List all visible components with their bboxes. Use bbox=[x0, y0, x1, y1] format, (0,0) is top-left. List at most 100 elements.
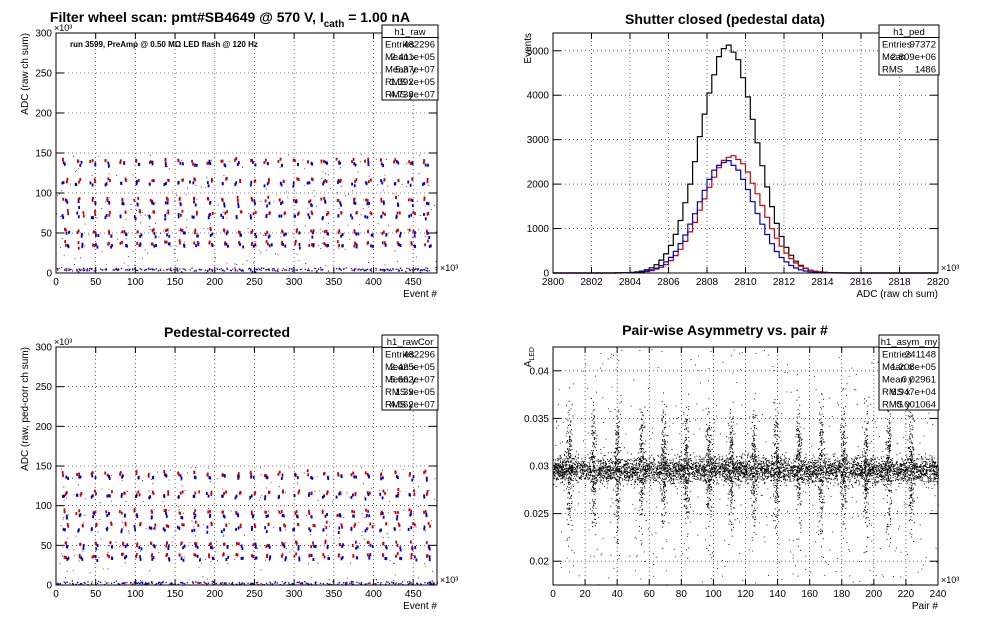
data-point bbox=[593, 469, 595, 471]
data-point bbox=[635, 471, 637, 473]
data-point bbox=[147, 583, 149, 585]
data-point bbox=[732, 473, 734, 475]
data-point bbox=[191, 215, 194, 219]
data-point bbox=[140, 579, 142, 581]
data-point bbox=[355, 243, 358, 247]
data-point bbox=[711, 456, 713, 458]
data-point bbox=[751, 476, 753, 478]
data-point bbox=[351, 270, 353, 272]
data-point bbox=[384, 243, 387, 247]
data-point bbox=[184, 241, 186, 243]
data-point bbox=[849, 481, 851, 483]
data-point bbox=[242, 270, 245, 272]
data-point bbox=[715, 476, 717, 478]
data-point bbox=[760, 464, 762, 466]
data-point bbox=[885, 462, 887, 464]
data-point bbox=[729, 472, 731, 474]
data-point bbox=[621, 466, 623, 468]
data-point bbox=[644, 466, 646, 468]
data-point bbox=[886, 465, 888, 467]
data-point bbox=[713, 467, 715, 469]
data-point bbox=[746, 457, 748, 459]
data-point bbox=[732, 461, 734, 463]
data-point bbox=[107, 582, 109, 584]
data-point bbox=[679, 469, 681, 471]
data-point bbox=[719, 462, 721, 464]
data-point bbox=[603, 475, 605, 477]
data-point bbox=[562, 476, 564, 478]
data-point bbox=[258, 267, 260, 269]
data-point bbox=[759, 468, 761, 470]
data-point bbox=[141, 581, 143, 583]
data-point bbox=[597, 459, 599, 461]
data-point bbox=[631, 460, 633, 462]
data-point bbox=[340, 167, 341, 169]
data-point bbox=[713, 472, 715, 474]
data-point bbox=[116, 174, 118, 176]
data-point bbox=[307, 493, 310, 497]
data-point bbox=[666, 468, 668, 470]
data-point bbox=[648, 468, 650, 470]
data-point bbox=[101, 251, 103, 253]
data-point bbox=[274, 581, 277, 583]
data-point bbox=[381, 231, 384, 235]
data-point bbox=[697, 477, 699, 479]
data-point bbox=[407, 180, 410, 184]
data-point bbox=[370, 212, 373, 216]
data-point bbox=[573, 473, 575, 475]
data-point bbox=[204, 269, 207, 271]
data-point bbox=[901, 457, 903, 459]
data-point bbox=[669, 465, 671, 467]
data-point bbox=[657, 466, 659, 468]
data-point bbox=[395, 494, 398, 498]
data-point bbox=[324, 160, 327, 164]
data-point bbox=[908, 469, 910, 471]
data-point bbox=[931, 466, 933, 468]
chart-title: Filter wheel scan: pmt#SB4649 @ 570 V, I… bbox=[50, 9, 410, 30]
data-point bbox=[136, 230, 139, 234]
data-point bbox=[610, 452, 612, 454]
data-point bbox=[62, 181, 65, 185]
data-point bbox=[124, 513, 126, 517]
data-point bbox=[346, 581, 348, 583]
data-point bbox=[249, 267, 251, 270]
data-point bbox=[92, 230, 95, 234]
data-point bbox=[923, 471, 925, 473]
data-point bbox=[326, 582, 328, 585]
data-point bbox=[241, 556, 244, 560]
data-point bbox=[801, 470, 803, 472]
data-point bbox=[203, 581, 205, 583]
data-point bbox=[568, 467, 570, 469]
data-point bbox=[295, 510, 298, 514]
data-point bbox=[641, 461, 643, 463]
data-point bbox=[766, 467, 768, 469]
data-point bbox=[194, 228, 197, 232]
data-point bbox=[113, 269, 116, 271]
data-point bbox=[234, 263, 236, 265]
data-point bbox=[860, 471, 862, 473]
data-point bbox=[401, 269, 403, 271]
data-point bbox=[735, 456, 737, 458]
data-point bbox=[591, 469, 593, 471]
data-point bbox=[591, 457, 593, 459]
data-point bbox=[828, 466, 830, 468]
data-point bbox=[711, 465, 713, 467]
stats-row-value: 2.411e+05 bbox=[391, 52, 435, 63]
data-point bbox=[428, 555, 431, 559]
data-point bbox=[239, 242, 241, 246]
data-point bbox=[825, 457, 827, 459]
data-point bbox=[757, 478, 759, 480]
data-point bbox=[798, 470, 800, 472]
data-point bbox=[640, 461, 642, 463]
data-point bbox=[354, 180, 357, 184]
data-point bbox=[682, 466, 684, 468]
data-point bbox=[818, 472, 820, 474]
data-point bbox=[124, 161, 126, 163]
data-point bbox=[327, 583, 330, 585]
stats-row-label: RMS x bbox=[385, 387, 414, 398]
data-point bbox=[785, 484, 787, 486]
data-point bbox=[132, 250, 134, 252]
data-point bbox=[627, 463, 629, 465]
data-point bbox=[925, 481, 927, 483]
histogram-series-1 bbox=[553, 44, 938, 274]
